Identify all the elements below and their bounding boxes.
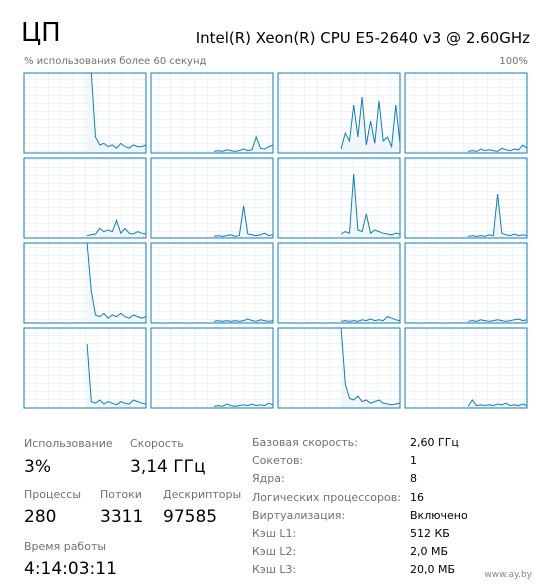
graph-border — [23, 327, 147, 409]
usage-area — [341, 174, 400, 238]
usage-line — [86, 242, 147, 319]
stat-value: 3% — [24, 457, 51, 477]
usage-area — [214, 403, 273, 408]
usage-line — [468, 144, 528, 152]
graph-background — [24, 328, 146, 408]
graph-border — [150, 157, 274, 239]
graph-border — [23, 72, 147, 154]
usage-line — [87, 72, 147, 149]
usage-line — [340, 96, 401, 150]
usage-line — [86, 343, 147, 406]
watermark: www.ay.by — [484, 570, 532, 580]
graph-border — [150, 242, 274, 324]
usage-line — [467, 399, 528, 407]
detail-value: 20,0 МБ — [410, 563, 456, 577]
detail-value: 2,60 ГГц — [410, 436, 459, 449]
usage-line — [214, 318, 274, 322]
usage-area — [468, 400, 527, 408]
graph-background — [24, 73, 146, 153]
usage-line — [214, 205, 274, 237]
usage-line — [468, 193, 528, 237]
graph-border — [23, 157, 147, 239]
detail-label: Сокетов: — [252, 454, 304, 468]
detail-label: Кэш L1: — [252, 527, 297, 540]
detail-value: 8 — [410, 472, 417, 486]
graph-border — [277, 327, 401, 409]
usage-line — [340, 173, 401, 236]
usage-area — [468, 194, 527, 238]
detail-value: 2,0 МБ — [410, 545, 449, 559]
detail-value: 1 — [410, 454, 417, 468]
usage-line — [468, 318, 528, 322]
detail-value: Включено — [410, 508, 468, 522]
graph-background — [151, 158, 273, 238]
stat-label: Потоки — [100, 488, 142, 501]
graph-background — [405, 158, 527, 238]
graph-background — [278, 158, 400, 238]
stat-value: 3311 — [100, 507, 144, 527]
graph-background — [151, 328, 273, 408]
graph-border — [404, 242, 528, 324]
detail-label: Логических процессоров: — [252, 490, 401, 504]
stat-label: Дескрипторы — [163, 488, 242, 501]
usage-area — [341, 97, 400, 153]
stat-label: Использование — [24, 437, 113, 450]
usage-line — [340, 327, 401, 406]
graph-border — [150, 72, 274, 154]
stat-value: 4:14:03:11 — [24, 559, 117, 579]
graph-background — [151, 243, 273, 323]
detail-label: Базовая скорость: — [252, 436, 358, 449]
stat-value: 97585 — [163, 507, 218, 527]
graph-border — [277, 72, 401, 154]
graph-border — [277, 157, 401, 239]
usage-area — [87, 243, 146, 323]
usage-line — [214, 402, 274, 407]
detail-value: 16 — [410, 490, 424, 504]
usage-area — [214, 137, 273, 153]
graph-background — [278, 328, 400, 408]
stat-label: Процессы — [24, 488, 82, 501]
title: ЦП — [21, 18, 61, 48]
graph-border — [404, 157, 528, 239]
usage-area — [468, 145, 527, 153]
processor-name: Intel(R) Xeon(R) CPU E5-2640 v3 @ 2.60GH… — [195, 29, 530, 47]
usage-line — [214, 135, 274, 152]
graph-background — [24, 158, 146, 238]
graphs — [23, 72, 528, 409]
detail-label: Кэш L2: — [252, 545, 297, 559]
usage-area — [341, 328, 400, 408]
graph-border — [404, 327, 528, 409]
usage-area — [468, 319, 527, 323]
stat-label: Время работы — [24, 540, 107, 553]
graph-border — [277, 242, 401, 324]
stat-label: Скорость — [130, 437, 184, 450]
usage-area — [87, 73, 146, 153]
detail-label: Кэш L3: — [252, 563, 297, 577]
graph-border — [23, 242, 147, 324]
graph-max: 100% — [499, 56, 528, 67]
stat-value: 3,14 ГГц — [130, 457, 206, 477]
graph-background — [405, 73, 527, 153]
stat-value: 280 — [24, 507, 57, 527]
detail-label: Виртуализация: — [252, 508, 346, 522]
graph-background — [278, 243, 400, 323]
graph-border — [404, 72, 528, 154]
usage-line — [87, 218, 147, 237]
graph-background — [151, 73, 273, 153]
graph-background — [405, 243, 527, 323]
usage-line — [341, 316, 401, 322]
usage-area — [214, 206, 273, 238]
graph-background — [24, 243, 146, 323]
graph-background — [405, 328, 527, 408]
detail-label: Ядра: — [252, 472, 285, 486]
graph-border — [150, 327, 274, 409]
detail-value: 512 КБ — [410, 527, 450, 540]
graph-caption: % использования более 60 секунд — [24, 56, 207, 67]
